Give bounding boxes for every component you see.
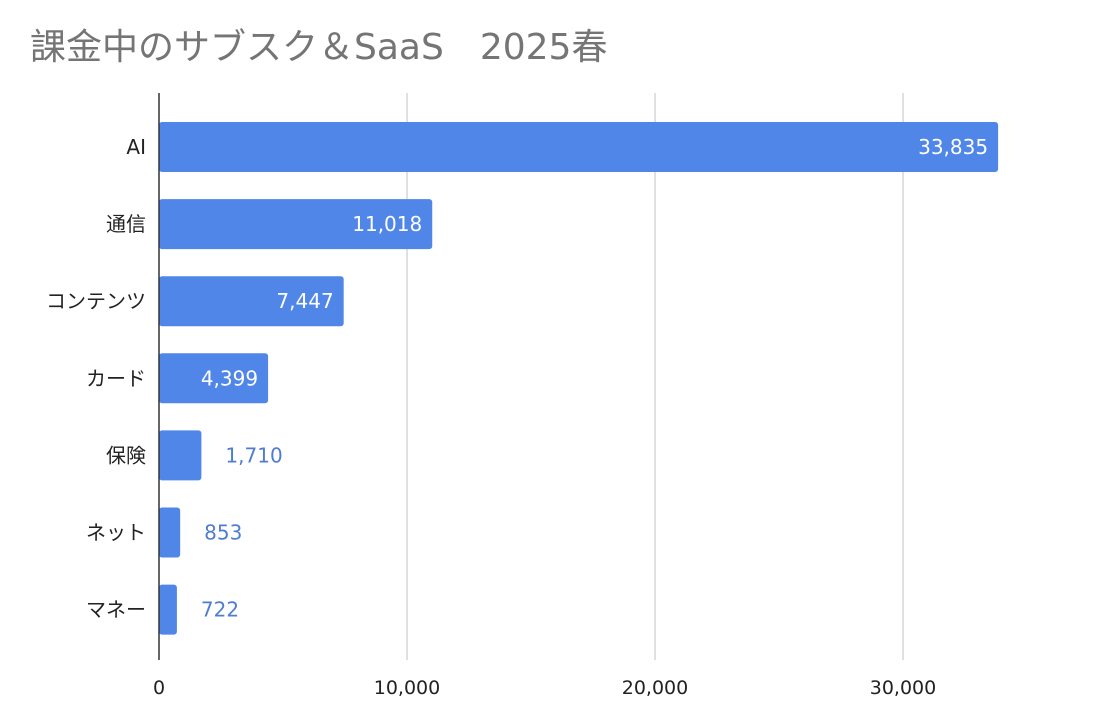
bar[interactable] [159,507,181,558]
category-label: マネー [86,598,146,622]
bar[interactable] [159,276,344,327]
x-tick-label: 10,000 [374,677,440,699]
bar[interactable] [159,353,269,404]
category-label: 保険 [106,443,146,467]
data-label: 4,399 [201,366,258,390]
bar[interactable] [159,122,999,172]
x-tick-label: 20,000 [622,677,688,699]
data-label: 11,018 [352,212,422,236]
bar[interactable] [159,430,202,481]
data-label: 722 [201,598,239,622]
x-tick-label: 30,000 [870,677,936,699]
category-label: 通信 [106,212,146,236]
x-tick-label: 0 [153,677,165,699]
category-label: ネット [86,521,146,545]
category-label: AI [126,135,146,159]
data-label: 1,710 [225,443,282,467]
data-label: 853 [204,521,242,545]
category-label: カード [86,366,146,390]
category-label: コンテンツ [46,289,146,313]
bar[interactable] [159,199,433,250]
bar[interactable] [159,584,177,635]
data-label: 7,447 [276,289,333,313]
chart-title: 課金中のサブスク＆SaaS 2025春 [30,27,608,68]
data-label: 33,835 [918,135,988,159]
